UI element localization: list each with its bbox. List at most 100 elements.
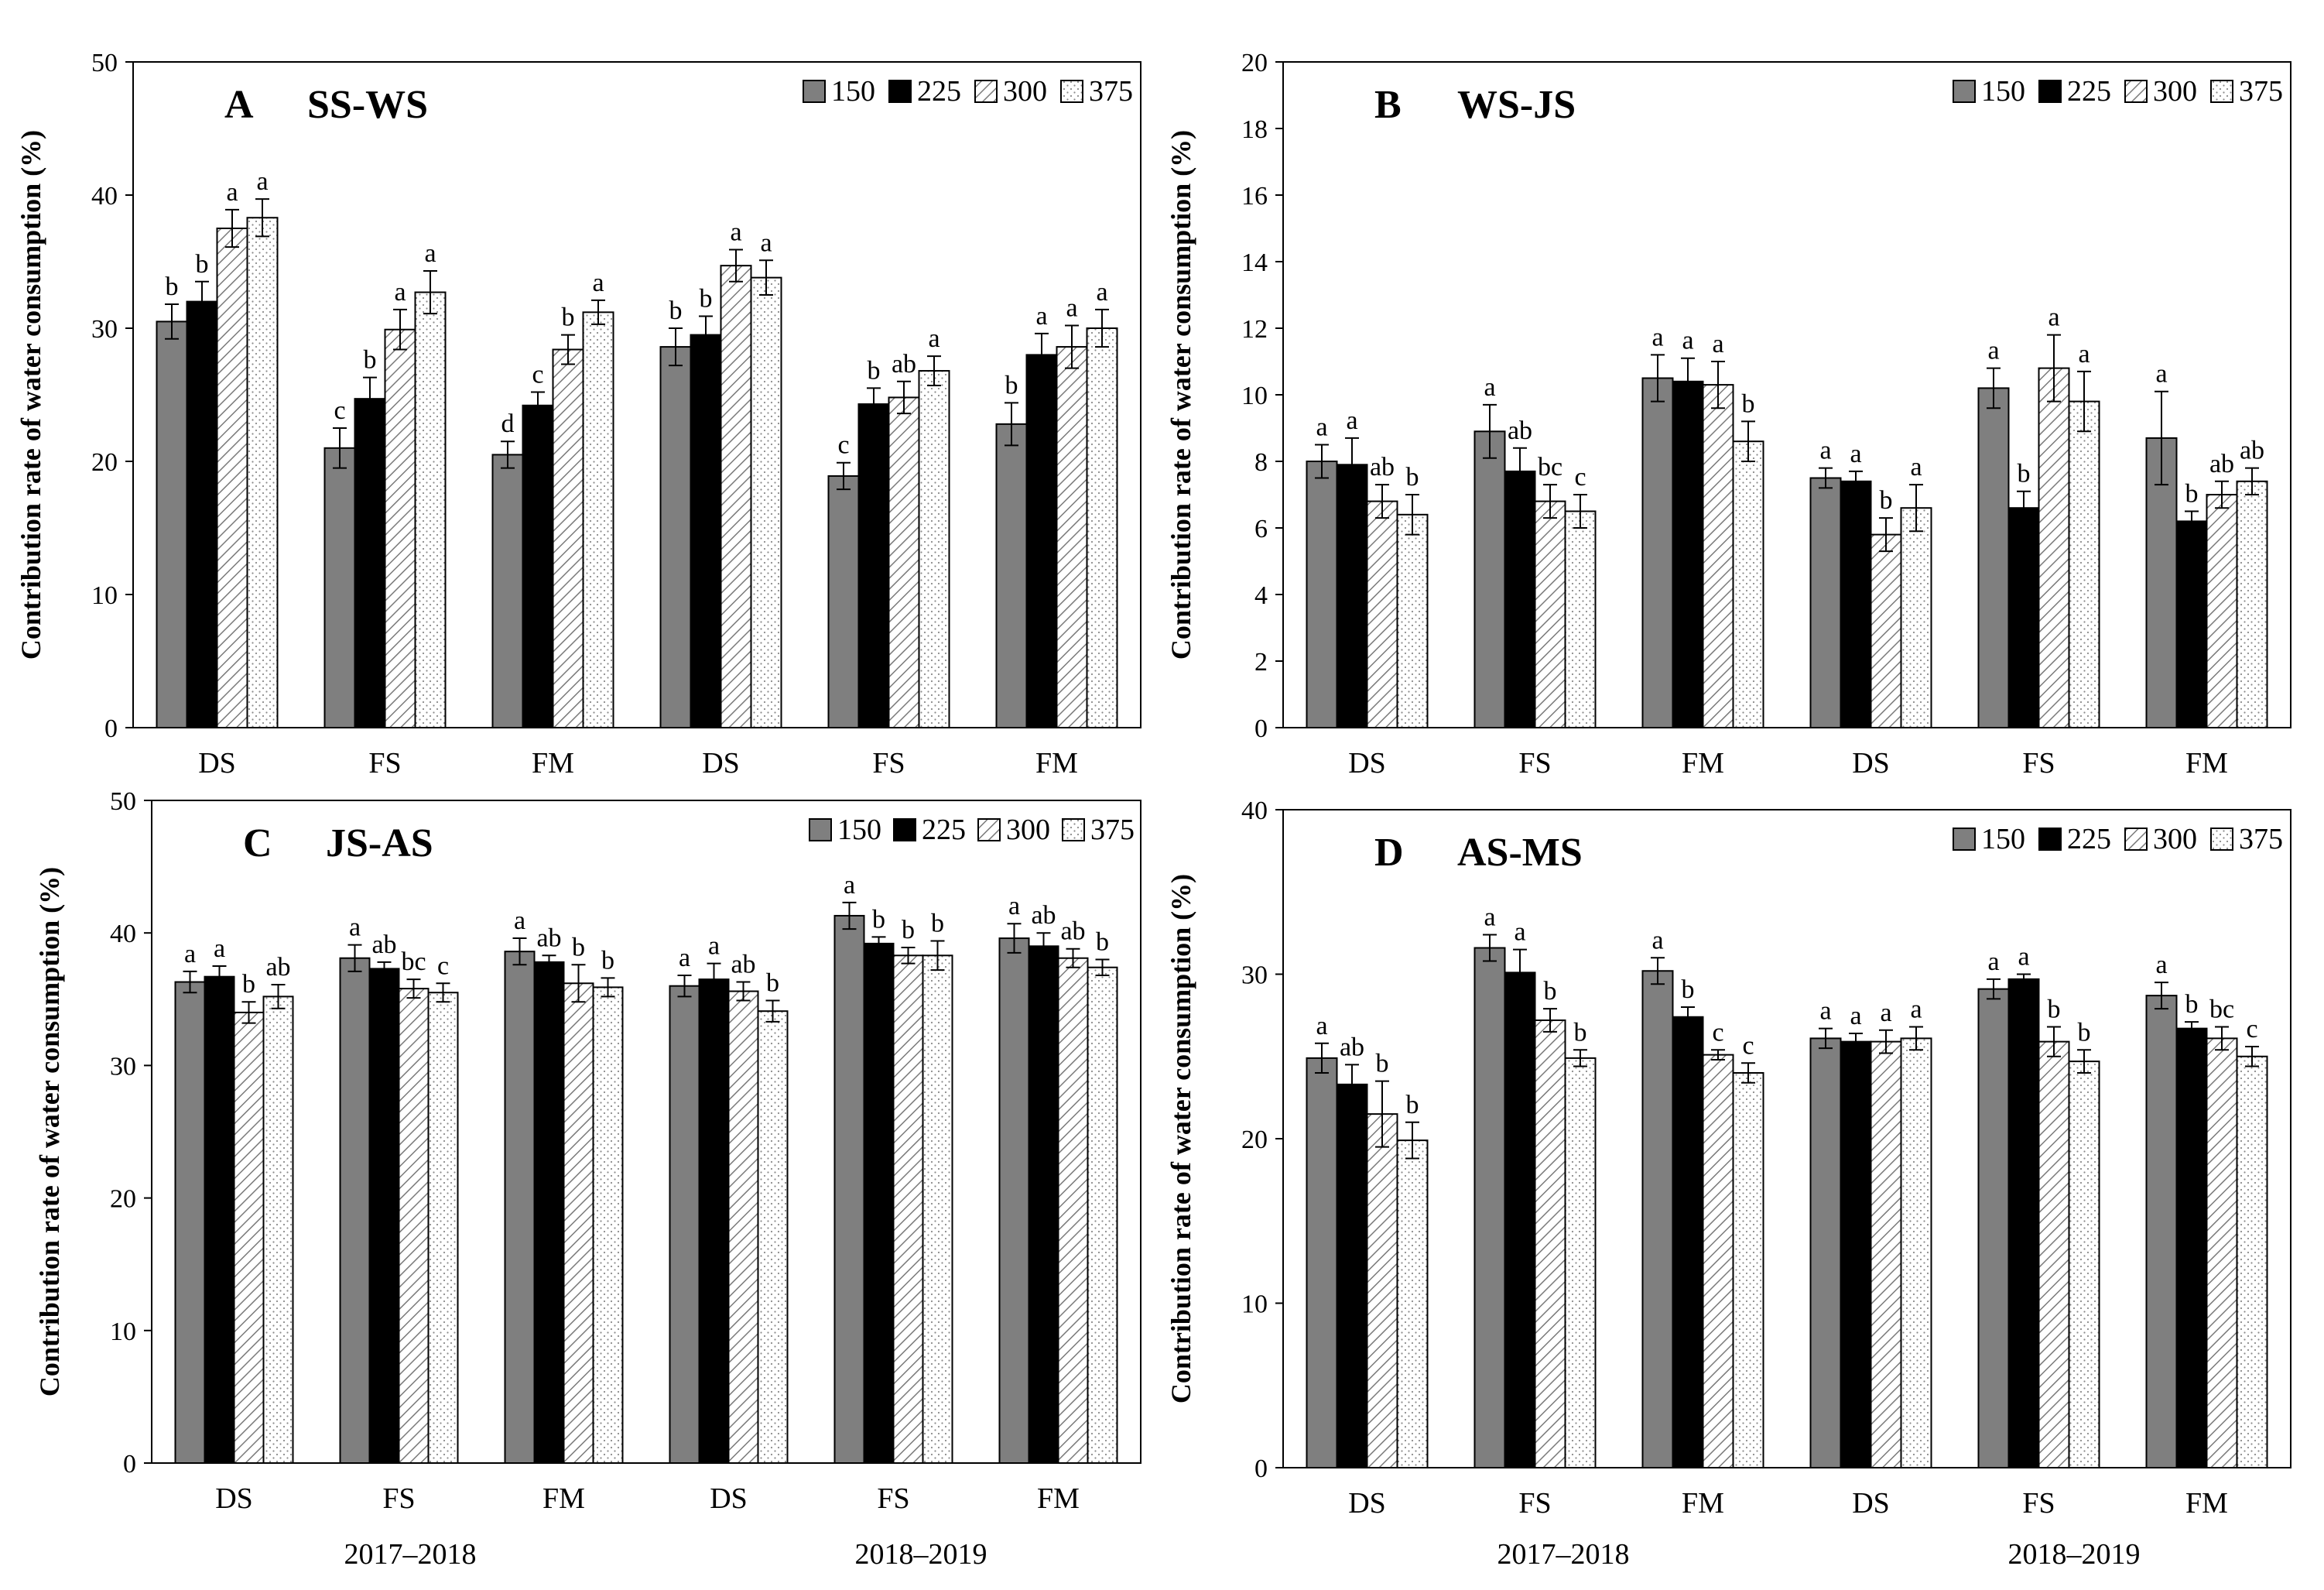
panel-a-significance-letter: a (256, 167, 268, 196)
year-label-c-1: 2017–2018 (344, 1538, 477, 1571)
panel-b-significance-letter: a (2048, 303, 2059, 332)
panel-a-title: SS-WS (307, 83, 428, 127)
panel-c-y-axis-label: Contribution rate of water consumption (… (34, 867, 65, 1396)
panel-d-bar-300 (1870, 1040, 1902, 1468)
panel-b-x-tick-label: FS (2022, 747, 2055, 780)
panel-a-y-tick-label: 0 (104, 714, 118, 743)
panel-d-bar-375 (1900, 1037, 1932, 1468)
panel-c-significance-letter: a (514, 906, 525, 935)
panel-d-significance-letter: b (2185, 990, 2199, 1019)
panel-c-bar-375 (922, 954, 953, 1464)
panel-a-bar-150 (659, 346, 692, 728)
panel-a-x-tick-label: DS (198, 747, 236, 780)
panel-c-significance-letter: a (349, 913, 361, 942)
panel-d-legend-label-225: 225 (2067, 823, 2111, 855)
panel-c-bar-225 (368, 968, 400, 1464)
panel-c-significance-letter: a (844, 871, 855, 900)
panel-c-significance-letter: c (437, 951, 449, 980)
panel-b-y-tick-label: 16 (1241, 182, 1268, 211)
panel-d-significance-letter: b (1376, 1050, 1389, 1078)
panel-d-significance-letter: b (2048, 995, 2061, 1024)
panel-a-significance-letter: a (730, 218, 741, 247)
panel-c-x-tick-label: FS (877, 1482, 909, 1515)
panel-d-legend-swatch-300 (2124, 828, 2148, 851)
year-label-c-2: 2018–2019 (855, 1538, 987, 1571)
panel-b-bar-375 (1564, 510, 1597, 728)
panel-d-x-tick-label: FS (2022, 1487, 2055, 1520)
panel-d-y-tick-label: 40 (1241, 797, 1268, 825)
panel-b-significance-letter: a (1850, 440, 1861, 468)
panel-c-x-tick-label: FS (382, 1482, 415, 1515)
panel-c-significance-letter: b (931, 909, 944, 937)
panel-c-bar-375 (262, 995, 294, 1464)
panel-c-x-tick-label: FM (1037, 1482, 1080, 1515)
panel-d-x-tick-label: DS (1852, 1487, 1890, 1520)
panel-c-significance-letter: a (708, 932, 720, 961)
panel-c-title: JS-AS (326, 821, 433, 865)
panel-b-bar-225 (1336, 464, 1368, 728)
panel-b-x-tick-label: DS (1852, 747, 1890, 780)
panel-c-legend-label-150: 150 (837, 814, 881, 846)
panel-b-significance-letter: a (1987, 337, 1999, 365)
panel-b-bar-150 (1473, 430, 1506, 728)
panel-b-y-tick-label: 2 (1254, 648, 1268, 677)
panel-d-significance-letter: c (1712, 1018, 1723, 1047)
panel-b-significance-letter: ab (1370, 453, 1395, 481)
panel-d-significance-letter: b (2078, 1018, 2091, 1047)
panel-c-bar-225 (533, 961, 565, 1464)
panel-c-significance-letter: ab (371, 930, 396, 959)
panel-d-significance-letter: c (1742, 1031, 1754, 1060)
panel-a-x-tick-label: FS (368, 747, 401, 780)
panel-d-significance-letter: a (1316, 1012, 1327, 1040)
panel-d-significance-letter: a (2018, 943, 2029, 971)
panel-b-x-tick-label: FM (1682, 747, 1724, 780)
panel-c-letter: C (243, 821, 272, 865)
panel-a-legend-label-150: 150 (831, 75, 875, 108)
panel-b-bar-300 (2206, 494, 2238, 728)
panel-b-y-tick-label: 8 (1254, 448, 1268, 477)
panel-d-x-tick-label: FM (1682, 1487, 1724, 1520)
panel-c-legend-swatch-375 (1062, 818, 1085, 841)
panel-d-legend-swatch-375 (2210, 828, 2233, 851)
panel-d-bar-300 (2206, 1037, 2238, 1468)
panel-d-bar-150 (2145, 995, 2178, 1468)
panel-d-legend-swatch-150 (1953, 828, 1976, 851)
panel-a-significance-letter: c (334, 396, 345, 425)
panel-c-y-tick-label: 50 (110, 787, 136, 816)
panel-d-x-tick-label: FM (2185, 1487, 2228, 1520)
panel-d-y-tick-label: 10 (1241, 1290, 1268, 1319)
panel-d-significance-letter: b (1406, 1091, 1419, 1119)
panel-c-bar-150 (174, 981, 206, 1464)
panel-d-significance-letter: a (1514, 918, 1525, 947)
panel-a-significance-letter: b (669, 296, 683, 325)
panel-d-y-tick-label: 30 (1241, 961, 1268, 990)
panel-d-significance-letter: ab (1340, 1033, 1364, 1061)
panel-c-significance-letter: b (242, 970, 255, 999)
panel-d-bar-300 (1702, 1054, 1734, 1468)
panel-b-bar-150 (1809, 477, 1842, 728)
panel-d-bar-225 (2007, 978, 2040, 1468)
panel-d-bar-150 (1977, 988, 2010, 1468)
panel-c-y-tick-label: 40 (110, 920, 136, 948)
panel-c-significance-letter: bc (401, 947, 426, 976)
panel-a-bar-300 (552, 348, 584, 728)
panel-a-legend-label-225: 225 (917, 75, 961, 108)
panel-d-legend-swatch-225 (2038, 828, 2062, 851)
panel-a-x-tick-label: FM (532, 747, 574, 780)
panel-c-plot-frame (151, 800, 1141, 1464)
panel-b-significance-letter: a (1682, 327, 1693, 355)
panel-a-chart: 0 10 20 30 40 50 Contribution rate of water co… (15, 49, 1141, 780)
panel-b-legend-label-225: 225 (2067, 75, 2111, 108)
panel-b-bar-300 (1702, 384, 1734, 728)
panel-b-bar-300 (2038, 367, 2070, 728)
panel-c-bar-375 (427, 992, 459, 1464)
panel-b-significance-letter: b (1880, 486, 1893, 515)
panel-a-significance-letter: a (424, 239, 436, 268)
panel-d-significance-letter: b (1574, 1018, 1587, 1047)
panel-b-y-tick-label: 4 (1254, 581, 1268, 610)
panel-c-significance-letter: ab (265, 953, 290, 982)
panel-d-significance-letter: b (1682, 975, 1695, 1004)
panel-a-legend-label-300: 300 (1003, 75, 1047, 108)
panel-c-legend-swatch-300 (977, 818, 1001, 841)
panel-a-significance-letter: b (562, 303, 575, 332)
